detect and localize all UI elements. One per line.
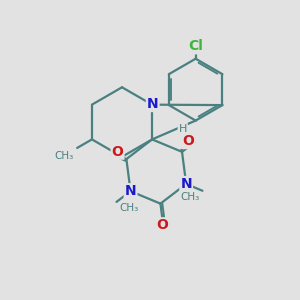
Text: O: O: [157, 218, 168, 232]
Text: CH₃: CH₃: [119, 203, 139, 213]
Text: CH₃: CH₃: [54, 152, 74, 161]
Text: N: N: [147, 97, 158, 111]
Text: Cl: Cl: [188, 39, 203, 53]
Text: N: N: [180, 177, 192, 191]
Text: H: H: [178, 124, 187, 134]
Text: O: O: [182, 134, 194, 148]
Text: CH₃: CH₃: [180, 192, 200, 202]
Text: N: N: [125, 184, 136, 198]
Text: O: O: [112, 145, 124, 159]
